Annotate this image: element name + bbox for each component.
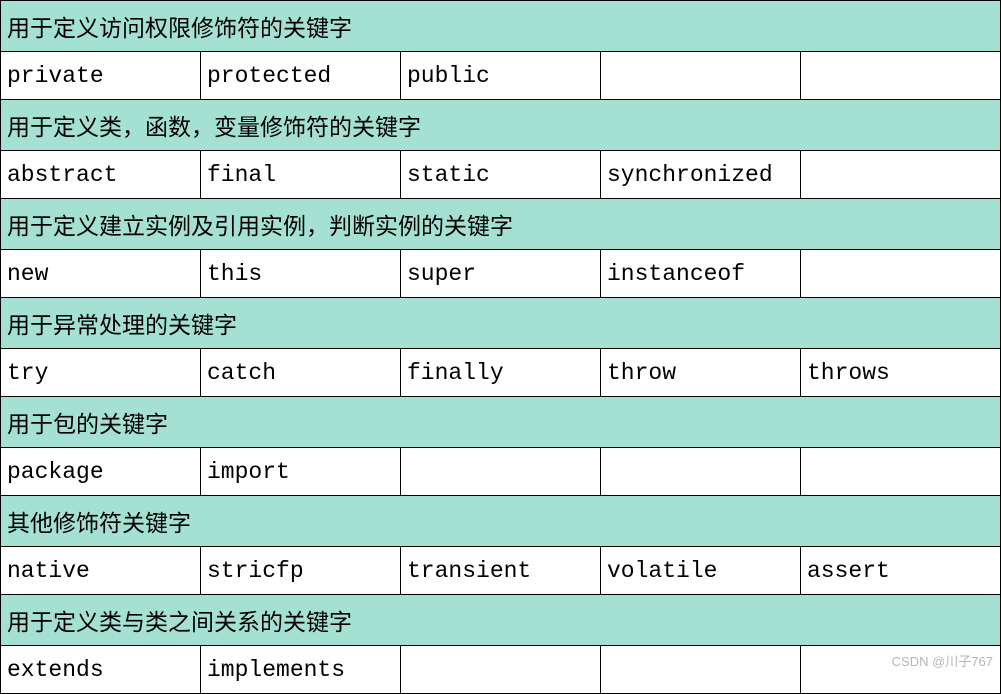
keywords-table: 用于定义访问权限修饰符的关键字 private protected public… [0, 0, 1001, 694]
section-header: 用于包的关键字 [1, 397, 1001, 448]
keyword-cell: finally [401, 349, 601, 397]
keyword-cell: package [1, 448, 201, 496]
keyword-cell: throws [801, 349, 1001, 397]
keyword-cell: abstract [1, 151, 201, 199]
keyword-cell: static [401, 151, 601, 199]
section-header: 用于定义访问权限修饰符的关键字 [1, 1, 1001, 52]
table-row: abstract final static synchronized [1, 151, 1001, 199]
keyword-cell: super [401, 250, 601, 298]
keyword-cell: extends [1, 646, 201, 694]
keyword-cell: public [401, 52, 601, 100]
section-title: 用于定义类与类之间关系的关键字 [1, 595, 1001, 646]
keyword-cell [801, 151, 1001, 199]
keyword-cell: new [1, 250, 201, 298]
section-header: 用于定义类，函数，变量修饰符的关键字 [1, 100, 1001, 151]
watermark-text: CSDN @川子767 [892, 651, 993, 670]
keyword-cell: final [201, 151, 401, 199]
keyword-cell: instanceof [601, 250, 801, 298]
section-header: 用于定义类与类之间关系的关键字 [1, 595, 1001, 646]
keyword-cell: assert [801, 547, 1001, 595]
section-title: 用于包的关键字 [1, 397, 1001, 448]
keyword-cell [401, 448, 601, 496]
keyword-cell [801, 250, 1001, 298]
keyword-cell: private [1, 52, 201, 100]
keyword-cell [601, 646, 801, 694]
keyword-cell: this [201, 250, 401, 298]
section-header: 用于异常处理的关键字 [1, 298, 1001, 349]
keyword-cell: native [1, 547, 201, 595]
section-title: 用于定义类，函数，变量修饰符的关键字 [1, 100, 1001, 151]
keyword-cell [801, 448, 1001, 496]
section-title: 用于定义建立实例及引用实例，判断实例的关键字 [1, 199, 1001, 250]
keyword-cell [401, 646, 601, 694]
keyword-cell: transient [401, 547, 601, 595]
keyword-cell: synchronized [601, 151, 801, 199]
keyword-cell [601, 52, 801, 100]
keyword-cell: implements [201, 646, 401, 694]
keyword-cell: stricfp [201, 547, 401, 595]
keyword-cell: volatile [601, 547, 801, 595]
table-row: extends implements [1, 646, 1001, 694]
table-row: native stricfp transient volatile assert [1, 547, 1001, 595]
table-row: package import [1, 448, 1001, 496]
section-title: 其他修饰符关键字 [1, 496, 1001, 547]
keyword-cell [601, 448, 801, 496]
section-title: 用于异常处理的关键字 [1, 298, 1001, 349]
table-row: new this super instanceof [1, 250, 1001, 298]
section-title: 用于定义访问权限修饰符的关键字 [1, 1, 1001, 52]
table-row: private protected public [1, 52, 1001, 100]
keyword-cell: throw [601, 349, 801, 397]
table-row: try catch finally throw throws [1, 349, 1001, 397]
keyword-cell: catch [201, 349, 401, 397]
keyword-cell [801, 52, 1001, 100]
keyword-cell: try [1, 349, 201, 397]
section-header: 用于定义建立实例及引用实例，判断实例的关键字 [1, 199, 1001, 250]
section-header: 其他修饰符关键字 [1, 496, 1001, 547]
keyword-cell: import [201, 448, 401, 496]
keyword-cell: protected [201, 52, 401, 100]
